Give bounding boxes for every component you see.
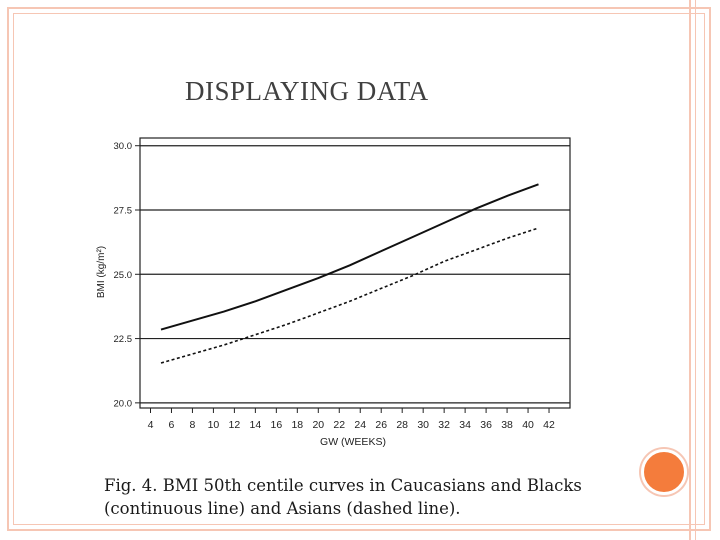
x-tick-label-16: 36	[480, 419, 492, 431]
y-tick-label-4: 30.0	[114, 141, 133, 152]
x-tick-label-8: 20	[312, 419, 324, 431]
x-tick-label-17: 38	[501, 419, 513, 431]
y-tick-label-0: 20.0	[114, 398, 133, 409]
x-tick-label-3: 10	[208, 419, 220, 431]
x-tick-label-2: 8	[190, 419, 196, 431]
x-tick-label-14: 32	[438, 419, 450, 431]
y-axis-ticks: 20.0 22.5 25.0 27.5 30.0	[114, 141, 140, 409]
series-line-dashed	[160, 227, 539, 364]
x-tick-label-19: 42	[543, 419, 555, 431]
slide-frame-inner	[13, 13, 705, 525]
chart-gridlines	[140, 145, 570, 404]
slide-right-rule-thin	[695, 0, 696, 540]
x-axis-label: GW (WEEKS)	[320, 436, 386, 448]
x-tick-label-0: 4	[148, 419, 154, 431]
x-tick-label-10: 24	[354, 419, 366, 431]
x-tick-label-18: 40	[522, 419, 534, 431]
decorative-circle	[641, 449, 687, 495]
x-tick-label-7: 18	[291, 419, 303, 431]
x-tick-label-6: 16	[270, 419, 282, 431]
y-tick-label-3: 27.5	[114, 206, 133, 217]
series-line-solid	[160, 183, 539, 331]
x-tick-label-4: 12	[229, 419, 241, 431]
x-tick-label-5: 14	[250, 419, 262, 431]
slide-frame-outer	[7, 7, 711, 531]
x-tick-label-12: 28	[396, 419, 408, 431]
chart-series	[160, 183, 539, 364]
y-tick-label-2: 25.0	[114, 270, 133, 281]
plot-area-frame	[139, 137, 571, 409]
x-tick-label-9: 22	[333, 419, 345, 431]
slide-title: DISPLAYING DATA	[185, 76, 429, 106]
x-tick-label-15: 34	[459, 419, 471, 431]
slide-right-rule	[689, 0, 691, 540]
y-axis-label: BMI (kg/m²)	[96, 246, 107, 298]
x-axis-ticks: 4 6 8 10 12 14 16 18 20 22 24 26 28 30 32 34 36 38 40 42	[148, 408, 555, 431]
figure-caption: Fig. 4. BMI 50th centile curves in Cauca…	[104, 476, 582, 518]
x-tick-label-11: 26	[375, 419, 387, 431]
y-tick-label-1: 22.5	[114, 334, 133, 345]
x-tick-label-1: 6	[169, 419, 175, 431]
x-tick-label-13: 30	[417, 419, 429, 431]
